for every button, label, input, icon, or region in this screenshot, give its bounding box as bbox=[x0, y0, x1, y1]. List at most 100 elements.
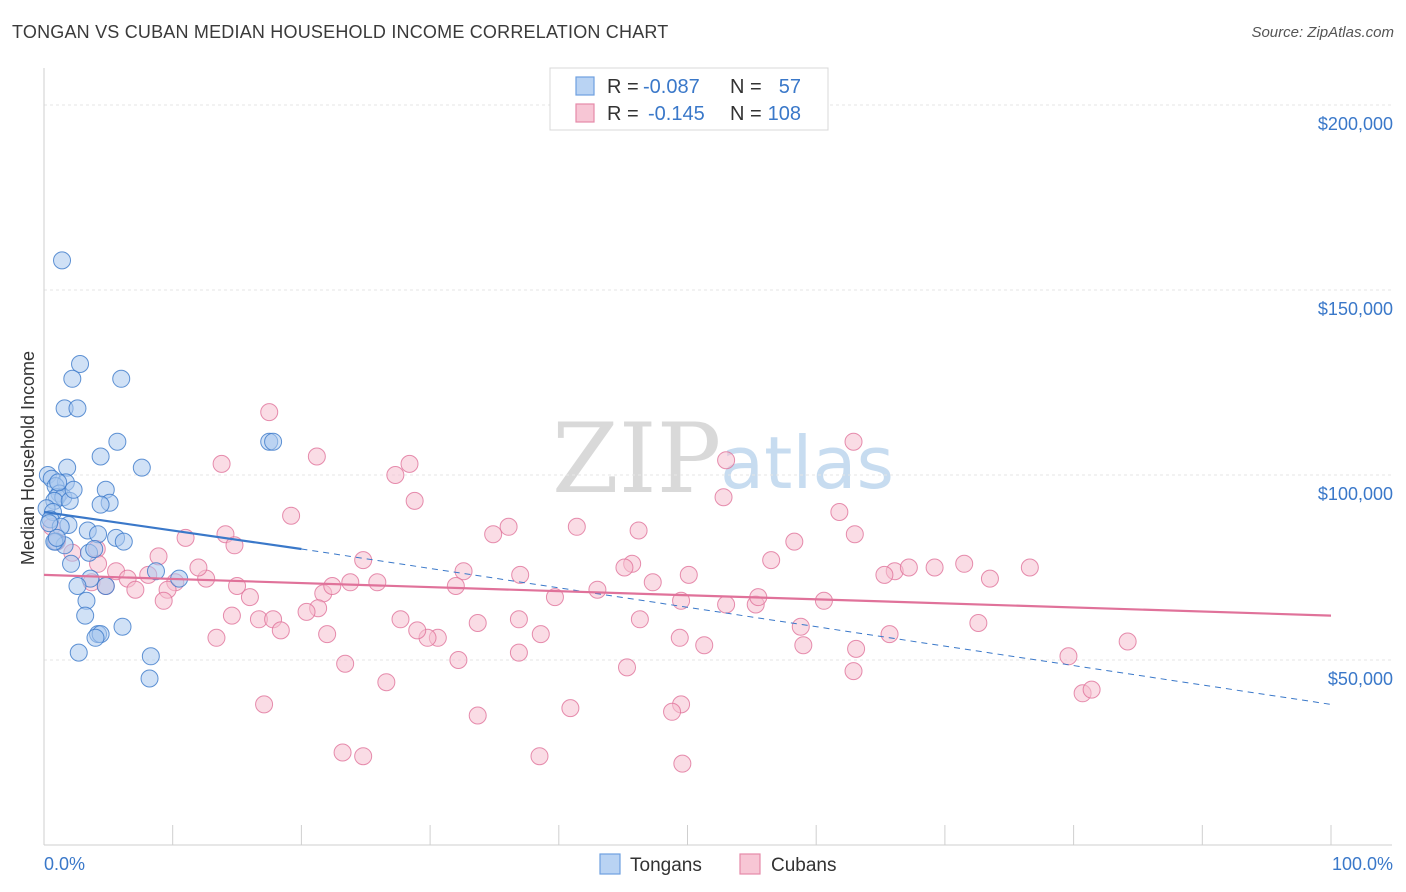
point-cubans bbox=[629, 521, 648, 540]
legend-box bbox=[549, 67, 829, 131]
bottom-legend-swatch-tongans bbox=[599, 853, 621, 875]
point-cubans bbox=[386, 466, 405, 484]
point-tongans bbox=[91, 447, 110, 466]
point-cubans bbox=[785, 532, 804, 551]
legend-swatch-tongans bbox=[575, 76, 595, 96]
point-cubans bbox=[925, 558, 944, 577]
point-cubans bbox=[260, 403, 279, 422]
point-cubans bbox=[391, 610, 410, 629]
point-tongans bbox=[91, 495, 110, 514]
point-cubans bbox=[1118, 632, 1137, 651]
point-cubans bbox=[615, 558, 634, 577]
point-tongans bbox=[68, 577, 87, 595]
point-cubans bbox=[446, 577, 465, 595]
point-cubans bbox=[955, 554, 974, 573]
point-cubans bbox=[618, 658, 637, 677]
x-axis-ticks bbox=[43, 825, 1332, 845]
point-cubans bbox=[1059, 647, 1078, 666]
point-tongans bbox=[132, 458, 151, 477]
point-cubans bbox=[545, 588, 564, 607]
point-cubans bbox=[149, 547, 168, 566]
point-cubans bbox=[341, 573, 360, 592]
point-tongans bbox=[141, 647, 160, 666]
point-tongans bbox=[113, 617, 132, 636]
point-cubans bbox=[672, 591, 691, 610]
point-tongans bbox=[49, 473, 68, 492]
point-cubans bbox=[212, 454, 231, 473]
trend-line-tongans bbox=[43, 510, 302, 551]
point-cubans bbox=[333, 743, 352, 762]
point-tongans bbox=[108, 432, 127, 451]
point-tongans bbox=[114, 532, 133, 551]
point-tongans bbox=[62, 554, 81, 573]
point-cubans bbox=[354, 551, 373, 570]
watermark-zip: ZIP bbox=[552, 403, 721, 515]
point-cubans bbox=[126, 580, 145, 599]
point-cubans bbox=[222, 606, 241, 625]
series-tongans bbox=[37, 251, 283, 688]
point-tongans bbox=[71, 355, 90, 373]
point-cubans bbox=[844, 662, 863, 681]
point-tongans bbox=[69, 643, 88, 662]
point-cubans bbox=[845, 525, 864, 544]
point-cubans bbox=[468, 614, 487, 632]
point-cubans bbox=[354, 747, 373, 766]
bottom-legend-label-tongans: Tongans bbox=[630, 855, 702, 876]
y-tick-label: $100,000 bbox=[1318, 484, 1393, 504]
point-tongans bbox=[40, 514, 59, 533]
legend-swatch-cubans bbox=[575, 103, 595, 123]
point-cubans bbox=[531, 625, 550, 644]
point-tongans bbox=[85, 540, 104, 558]
point-cubans bbox=[695, 636, 714, 655]
legend-r-value-tongans: -0.087 bbox=[643, 76, 700, 98]
point-cubans bbox=[561, 699, 580, 718]
watermark-atlas: atlas bbox=[720, 421, 894, 505]
point-cubans bbox=[499, 517, 518, 536]
point-tongans bbox=[64, 480, 83, 499]
point-cubans bbox=[969, 614, 988, 632]
point-cubans bbox=[762, 551, 781, 570]
point-tongans bbox=[96, 577, 115, 595]
point-tongans bbox=[140, 669, 159, 688]
point-tongans bbox=[86, 628, 105, 647]
point-cubans bbox=[794, 636, 813, 655]
point-cubans bbox=[307, 447, 326, 466]
y-tick-label: $150,000 bbox=[1318, 299, 1393, 319]
point-cubans bbox=[405, 491, 424, 510]
point-cubans bbox=[484, 525, 503, 544]
gridlines bbox=[44, 104, 1392, 661]
point-cubans bbox=[318, 625, 337, 644]
source-attribution: Source: ZipAtlas.com bbox=[1251, 24, 1394, 41]
point-cubans bbox=[468, 706, 487, 725]
point-cubans bbox=[844, 432, 863, 451]
legend-n-value-cubans: 108 bbox=[768, 103, 801, 125]
point-cubans bbox=[980, 569, 999, 588]
point-cubans bbox=[189, 558, 208, 577]
x-tick-label-right: 100.0% bbox=[1332, 854, 1393, 874]
point-cubans bbox=[630, 610, 649, 629]
point-cubans bbox=[717, 595, 736, 614]
point-cubans bbox=[509, 610, 528, 629]
point-cubans bbox=[207, 628, 226, 647]
legend-n-label-tongans: N = bbox=[730, 76, 762, 98]
trend-lines bbox=[43, 510, 1332, 705]
point-cubans bbox=[323, 577, 342, 595]
point-cubans bbox=[847, 639, 866, 658]
legend-r-label-tongans: R = bbox=[607, 76, 639, 98]
bottom-legend-label-cubans: Cubans bbox=[771, 855, 837, 876]
point-cubans bbox=[588, 580, 607, 599]
point-cubans bbox=[673, 754, 692, 773]
legend-n-value-tongans: 57 bbox=[779, 76, 801, 98]
point-cubans bbox=[663, 702, 682, 721]
point-tongans bbox=[112, 369, 131, 388]
point-cubans bbox=[368, 573, 387, 592]
point-tongans bbox=[53, 251, 72, 270]
point-cubans bbox=[449, 651, 468, 669]
point-cubans bbox=[454, 562, 473, 581]
point-cubans bbox=[297, 602, 316, 621]
point-cubans bbox=[271, 621, 290, 640]
trend-line-cubans bbox=[43, 573, 1332, 617]
legend-n-label-cubans: N = bbox=[730, 103, 762, 125]
point-cubans bbox=[899, 558, 918, 577]
